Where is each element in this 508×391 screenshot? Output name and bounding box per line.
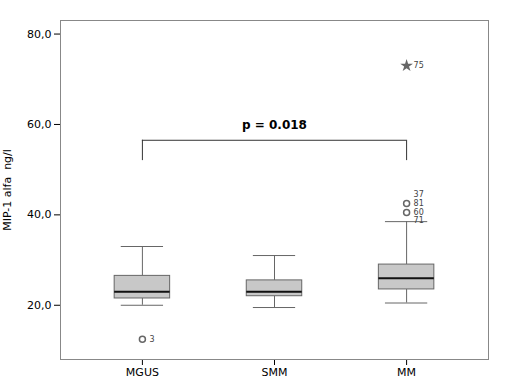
svg-text:60,0: 60,0	[27, 118, 52, 131]
svg-text:71: 71	[414, 216, 424, 225]
svg-text:MM: MM	[397, 366, 416, 379]
svg-text:37: 37	[414, 190, 424, 199]
svg-text:p = 0.018: p = 0.018	[242, 118, 307, 132]
svg-text:MIP-1 alfa ng/l: MIP-1 alfa ng/l	[1, 149, 14, 231]
svg-text:40,0: 40,0	[27, 208, 52, 221]
svg-text:75: 75	[414, 61, 424, 70]
svg-text:SMM: SMM	[262, 366, 288, 379]
svg-text:20,0: 20,0	[27, 299, 52, 312]
svg-text:80,0: 80,0	[27, 28, 52, 41]
svg-text:MGUS: MGUS	[126, 366, 159, 379]
svg-text:60: 60	[413, 208, 424, 218]
svg-text:3: 3	[149, 335, 154, 344]
svg-text:81: 81	[414, 199, 424, 208]
